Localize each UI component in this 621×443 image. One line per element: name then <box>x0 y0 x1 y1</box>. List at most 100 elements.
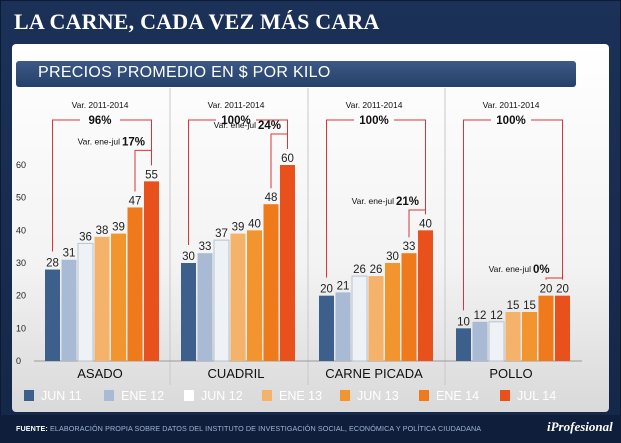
legend-label: ENE 12 <box>121 389 164 403</box>
y-tick-label: 30 <box>16 258 26 268</box>
brand-logo: iProfesional <box>547 419 613 434</box>
bar-value-label: 10 <box>457 316 470 328</box>
bar <box>418 230 433 361</box>
var-2011-2014-value: 100% <box>221 115 250 127</box>
legend-swatch <box>419 390 429 401</box>
bar <box>319 295 334 361</box>
bar-value-label: 20 <box>540 284 553 296</box>
bar <box>555 295 570 361</box>
subtitle-bar <box>16 61 576 87</box>
bar-value-label: 20 <box>320 284 333 296</box>
bar-value-label: 38 <box>96 225 109 237</box>
bar <box>488 321 505 362</box>
bar <box>351 275 368 362</box>
bar <box>230 233 246 361</box>
var-2011-2014-label: Var. 2011-2014 <box>72 100 129 110</box>
category-label: POLLO <box>489 366 532 381</box>
legend-label: JUN 11 <box>41 389 82 403</box>
legend-label: ENE 13 <box>279 389 322 403</box>
bar-value-label: 40 <box>248 218 261 230</box>
bar-value-label: 20 <box>556 284 569 296</box>
bar <box>505 312 521 361</box>
bar-value-label: 39 <box>232 222 245 234</box>
footer-text: ELABORACIÓN PROPIA SOBRE DATOS DEL INSTI… <box>49 424 482 433</box>
bar <box>181 263 196 361</box>
bar <box>335 292 351 361</box>
bar <box>263 204 279 361</box>
var-ene-jul-value: 24% <box>258 120 281 132</box>
var-2011-2014-value: 96% <box>88 115 111 127</box>
bar-value-label: 21 <box>337 280 350 292</box>
bar <box>368 276 384 361</box>
bar-value-label: 31 <box>63 248 76 260</box>
bar <box>197 253 213 361</box>
legend-swatch <box>340 390 350 401</box>
legend-label: JUN 12 <box>201 389 243 403</box>
category-label: CARNE PICADA <box>325 366 423 381</box>
bar <box>127 207 143 361</box>
bar-value-label: 40 <box>419 218 432 230</box>
bar <box>280 165 295 361</box>
bar-value-label: 30 <box>386 251 399 263</box>
legend-swatch <box>184 390 194 401</box>
legend-swatch <box>262 390 272 401</box>
legend-swatch <box>24 390 34 401</box>
bar-value-label: 30 <box>182 251 195 263</box>
var-2011-2014-label: Var. 2011-2014 <box>483 100 540 110</box>
variation-bracket <box>326 119 426 278</box>
bar-value-label: 33 <box>403 241 416 253</box>
bar <box>385 263 400 361</box>
bar <box>61 259 77 361</box>
bar <box>456 328 471 361</box>
y-tick-label: 60 <box>16 160 26 170</box>
legend-swatch <box>500 390 510 401</box>
bar <box>472 321 488 361</box>
category-label: ASADO <box>77 366 123 381</box>
bar-value-label: 47 <box>129 195 142 207</box>
bar-value-label: 26 <box>353 264 366 276</box>
bar <box>247 230 262 361</box>
bar <box>94 236 110 361</box>
bar-value-label: 48 <box>265 192 278 204</box>
bar-value-label: 37 <box>215 228 228 240</box>
bar <box>213 239 230 362</box>
var-ene-jul-label: Var. ene-jul <box>214 120 256 130</box>
bar <box>144 181 159 361</box>
var-ene-jul-label: Var. ene-jul <box>489 264 531 274</box>
bar <box>401 253 417 361</box>
y-tick-label: 10 <box>16 323 26 333</box>
y-tick-label: 50 <box>16 193 26 203</box>
bar-value-label: 15 <box>507 300 520 312</box>
ene-jul-bracket <box>134 149 152 192</box>
var-ene-jul-label: Var. ene-jul <box>352 196 394 206</box>
variation-bracket <box>463 119 563 311</box>
chart-subtitle: PRECIOS PROMEDIO EN $ POR KILO <box>38 64 331 81</box>
y-tick-label: 0 <box>16 356 21 366</box>
ene-jul-bracket <box>270 133 288 189</box>
var-ene-jul-value: 21% <box>396 196 419 208</box>
bar-value-label: 28 <box>46 258 59 270</box>
bar-value-label: 39 <box>112 222 125 234</box>
bar <box>111 233 126 361</box>
bar <box>538 295 554 361</box>
bar <box>522 312 537 361</box>
bar-value-label: 36 <box>79 231 92 243</box>
footer-source: FUENTE: ELABORACIÓN PROPIA SOBRE DATOS D… <box>16 424 481 433</box>
var-2011-2014-value: 100% <box>359 115 388 127</box>
var-2011-2014-label: Var. 2011-2014 <box>208 100 265 110</box>
var-ene-jul-label: Var. ene-jul <box>78 136 120 146</box>
page-title: LA CARNE, CADA VEZ MÁS CARA <box>14 9 380 34</box>
var-ene-jul-value: 0% <box>533 264 550 276</box>
bar-value-label: 55 <box>145 169 158 181</box>
y-tick-label: 40 <box>16 225 26 235</box>
bar-value-label: 15 <box>523 300 536 312</box>
var-2011-2014-label: Var. 2011-2014 <box>346 100 403 110</box>
legend-label: JUN 13 <box>357 389 399 403</box>
footer-bar <box>0 415 621 443</box>
legend-swatch <box>104 390 114 401</box>
ene-jul-bracket <box>545 277 563 280</box>
bar-value-label: 12 <box>474 310 487 322</box>
variation-bracket <box>52 119 152 252</box>
bar-value-label: 60 <box>281 153 294 165</box>
